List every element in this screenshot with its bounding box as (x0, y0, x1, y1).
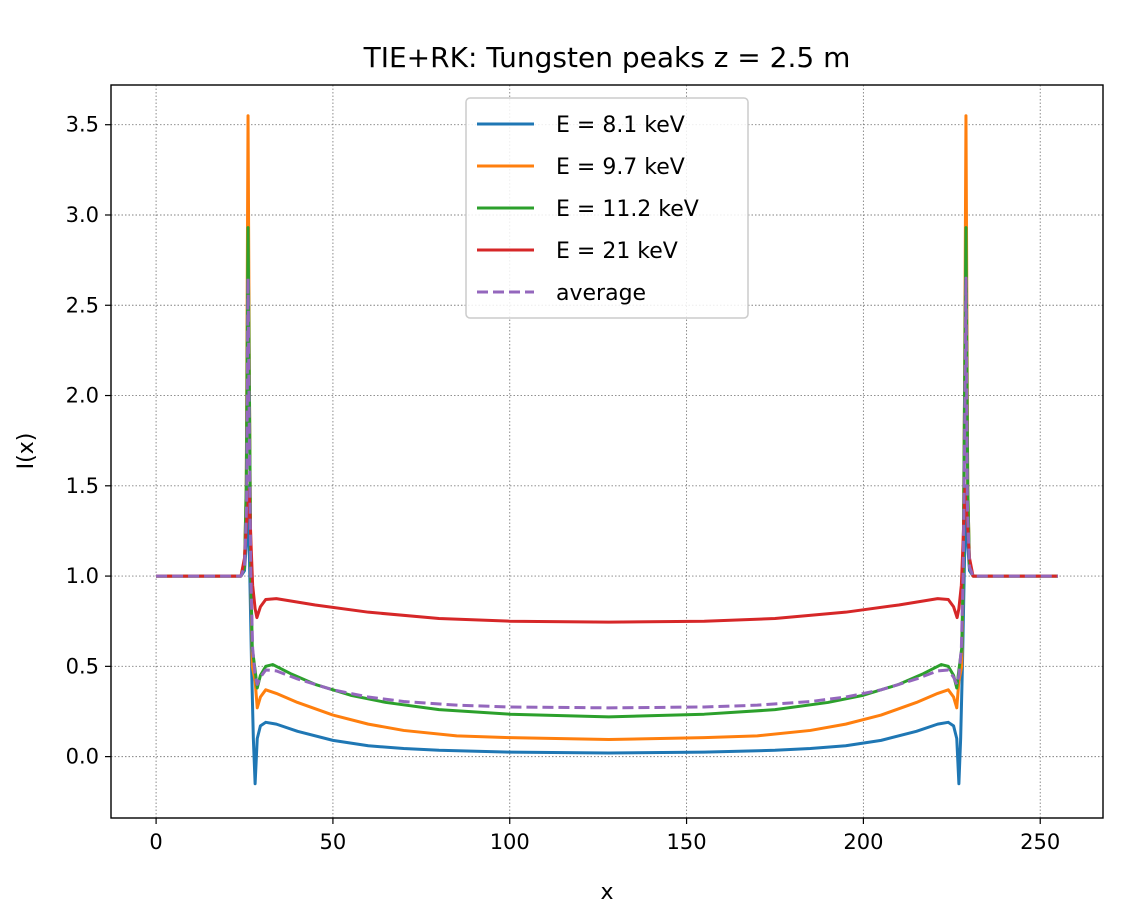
legend-label-1: E = 8.1 keV (556, 113, 685, 138)
legend-label-2: E = 9.7 keV (556, 155, 685, 180)
y-tick-label: 0.5 (66, 654, 99, 678)
legend-label-4: E = 21 keV (556, 239, 678, 264)
axis-ticks: 0 50 100 150 200 250 0.0 0.5 1.0 1.5 2.0 2.5 3.0 3.5 (66, 113, 1061, 854)
legend-label-3: E = 11.2 keV (556, 197, 699, 222)
y-tick-label: 3.0 (66, 203, 99, 227)
x-tick-label: 0 (149, 830, 162, 854)
legend-label-5: average (556, 281, 646, 306)
y-tick-label: 2.5 (66, 293, 99, 317)
chart-title: TIE+RK: Tungsten peaks z = 2.5 m (363, 41, 851, 74)
series-lines (156, 114, 1058, 786)
x-tick-label: 50 (320, 830, 347, 854)
y-axis-label: I(x) (14, 433, 39, 470)
series-line-1 (156, 484, 1058, 786)
plot-frame (110, 84, 1104, 819)
legend: E = 8.1 keV E = 9.7 keV E = 11.2 keV E = 21… (465, 97, 749, 319)
x-tick-label: 250 (1020, 830, 1060, 854)
y-tick-label: 1.5 (66, 474, 99, 498)
series-line-4 (156, 487, 1058, 624)
x-tick-label: 100 (490, 830, 530, 854)
y-tick-label: 1.0 (66, 564, 99, 588)
x-axis-label: x (600, 880, 613, 905)
x-tick-label: 150 (667, 830, 707, 854)
series-line-5 (156, 276, 1058, 710)
x-tick-label: 200 (843, 830, 883, 854)
legend-box (465, 97, 749, 319)
y-tick-label: 3.5 (66, 113, 99, 137)
y-tick-label: 2.0 (66, 384, 99, 408)
y-tick-label: 0.0 (66, 745, 99, 769)
